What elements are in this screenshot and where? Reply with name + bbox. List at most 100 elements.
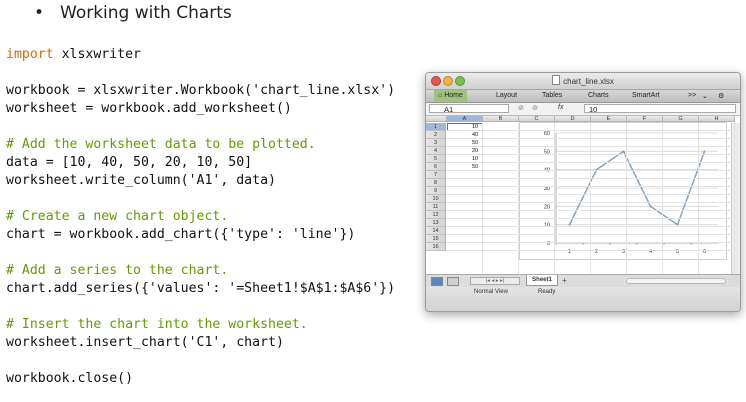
normal-view-icon[interactable] [431,277,443,286]
code-line [6,244,395,262]
window-title: chart_line.xlsx [426,75,740,86]
cell-a1[interactable]: 10 [472,124,479,130]
code-line: workbook = xlsxwriter.Workbook('chart_li… [6,82,395,100]
row-header-16[interactable]: 16 [426,243,446,251]
code-keyword: import [6,47,54,62]
fx-label[interactable]: fx [558,104,564,111]
worksheet-grid[interactable]: 0 10 20 30 40 50 60 1 2 3 4 5 6 A B C D E F G H 1 2 3 4 5 6 7 8 9 10 1… [426,116,740,274]
row-header-14[interactable]: 14 [426,227,446,235]
row-header-12[interactable]: 12 [426,211,446,219]
row-header-2[interactable]: 2 [426,131,446,139]
code-line [6,118,395,136]
gear-icon[interactable]: ⚙ [718,93,725,100]
cell-a4[interactable]: 20 [472,148,479,154]
maximize-icon[interactable] [455,76,465,86]
code-line: worksheet.write_column('A1', data) [6,172,395,190]
row-header-10[interactable]: 10 [426,195,446,203]
grid-line [446,186,732,187]
code-comment: # Insert the chart into the worksheet. [6,317,308,332]
select-all-corner[interactable] [426,116,447,122]
grid-line [446,226,732,227]
code-line: # Insert the chart into the worksheet. [6,316,395,334]
code-line: chart = workbook.add_chart({'type': 'lin… [6,226,395,244]
tab-layout[interactable]: Layout [496,92,518,99]
sheet-tab-bar: |◂ ◂ ▸ ▸| Sheet1 + [426,274,740,287]
vertical-scrollbar[interactable] [731,123,740,274]
data-point [568,223,571,226]
minimize-icon[interactable] [443,76,453,86]
add-sheet-button[interactable]: + [562,276,567,285]
row-header-15[interactable]: 15 [426,235,446,243]
home-icon: ⌂ [438,92,445,99]
code-line: worksheet.insert_chart('C1', chart) [6,334,395,352]
line-chart[interactable]: 0 10 20 30 40 50 60 1 2 3 4 5 6 [519,122,727,260]
row-header-9[interactable]: 9 [426,187,446,195]
grid-line [698,123,699,274]
chevron-down-icon[interactable]: ⌄ [702,93,708,100]
row-header-13[interactable]: 13 [426,219,446,227]
cell-a5[interactable]: 10 [472,156,479,162]
status-bar: Normal View Ready [426,287,740,311]
row-header-4[interactable]: 4 [426,147,446,155]
tab-home[interactable]: ⌂ Home [434,90,467,102]
code-comment: # Add the worksheet data to be plotted. [6,137,316,152]
grid-line [446,202,732,203]
grid-line [518,123,519,274]
formula-input[interactable]: 10 [584,104,736,114]
grid-line [482,123,483,274]
tab-charts[interactable]: Charts [588,92,609,99]
grid-line [446,138,732,139]
column-header-d[interactable]: D [555,116,591,122]
name-box[interactable]: A1 [429,104,509,114]
code-comment: # Create a new chart object. [6,209,229,224]
y-tick-label: 60 [544,131,550,137]
horizontal-scrollbar[interactable] [626,278,726,284]
row-header-3[interactable]: 3 [426,139,446,147]
confirm-icon[interactable]: ⊘ [532,105,538,112]
sheet-nav-arrows[interactable]: |◂ ◂ ▸ ▸| [470,277,520,285]
ribbon-more-button[interactable]: >> [688,92,697,99]
tab-smartart[interactable]: SmartArt [632,92,660,99]
column-header-e[interactable]: E [591,116,627,122]
grid-line [446,154,732,155]
code-line: # Create a new chart object. [6,208,395,226]
grid-line [590,123,591,274]
page-layout-view-icon[interactable] [447,277,459,286]
row-header-8[interactable]: 8 [426,179,446,187]
row-header-6[interactable]: 6 [426,163,446,171]
row-header-11[interactable]: 11 [426,203,446,211]
cancel-icon[interactable]: ⊘ [518,105,524,112]
column-header-g[interactable]: G [663,116,699,122]
column-header-b[interactable]: B [483,116,519,122]
sheet-tab-sheet1[interactable]: Sheet1 [526,275,558,286]
close-icon[interactable] [431,76,441,86]
row-header-1[interactable]: 1 [426,123,446,131]
column-header-a[interactable]: A [447,116,483,122]
tab-tables[interactable]: Tables [542,92,563,99]
code-line: worksheet = workbook.add_worksheet() [6,100,395,118]
status-view-label: Normal View [474,289,508,295]
cell-a6[interactable]: 50 [472,164,479,170]
data-point [703,150,706,153]
code-text: worksheet.write_column('A1', data) [6,173,276,188]
data-point [649,205,652,208]
code-line: # Add a series to the chart. [6,262,395,280]
code-comment: # Add a series to the chart. [6,263,229,278]
column-header-c[interactable]: C [519,116,555,122]
grid-line [446,218,732,219]
row-header-5[interactable]: 5 [426,155,446,163]
grid-line [446,178,732,179]
row-header-7[interactable]: 7 [426,171,446,179]
column-header-f[interactable]: F [627,116,663,122]
grid-line [446,170,732,171]
cell-a3[interactable]: 50 [472,140,479,146]
grid-line [446,234,732,235]
slide-title: • Working with Charts [34,3,232,23]
cell-a2[interactable]: 40 [472,132,479,138]
code-text: workbook = xlsxwriter.Workbook('chart_li… [6,83,396,98]
column-header-h[interactable]: H [699,116,735,122]
code-line: workbook.close() [6,370,395,388]
grid-line [734,123,735,274]
y-tick-label: 0 [547,241,550,247]
x-tick-label: 5 [676,249,679,255]
